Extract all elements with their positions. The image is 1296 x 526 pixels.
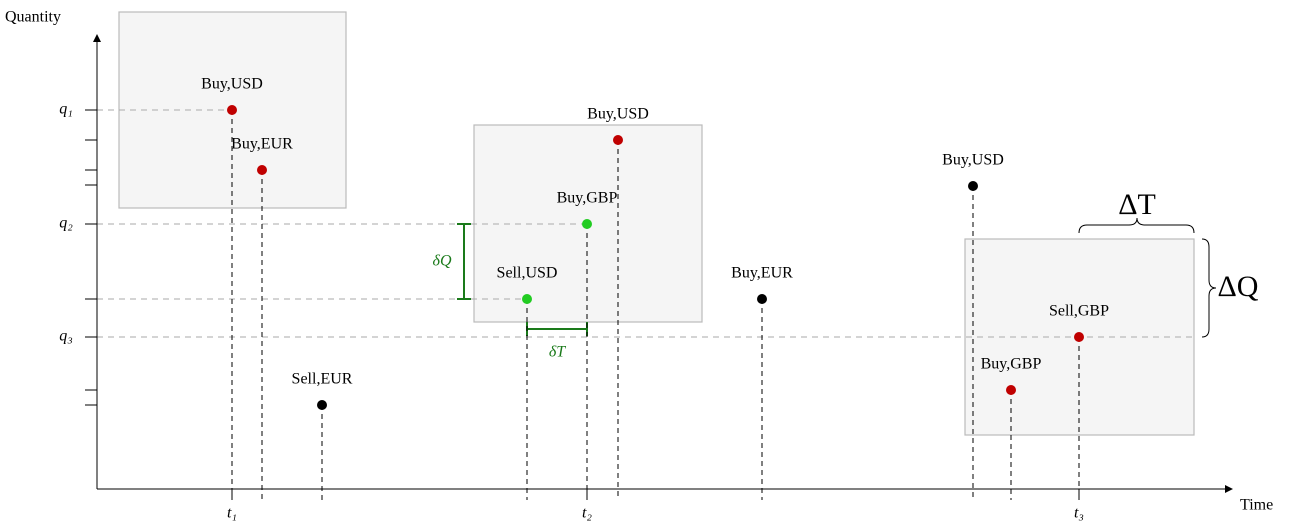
- order-point: [613, 135, 623, 145]
- order-point: [968, 181, 978, 191]
- order-label: Buy,EUR: [231, 136, 293, 153]
- order-point: [1006, 385, 1016, 395]
- delta-q-bracket: [457, 223, 471, 300]
- delta-q-big-label: ΔQ: [1218, 270, 1259, 303]
- y-tick-label: q₃: [59, 328, 73, 345]
- order-label: Buy,USD: [587, 106, 649, 123]
- order-label: Buy,USD: [942, 152, 1004, 169]
- x-tick-label: t₃: [1074, 505, 1084, 522]
- x-axis-label: Time: [1240, 497, 1273, 514]
- delta-q-brace: [1201, 238, 1217, 338]
- order-label: Sell,GBP: [1049, 303, 1109, 320]
- minor-ticks: [85, 139, 97, 406]
- delta-t-brace: [1078, 217, 1195, 234]
- x-tick-label: t₂: [582, 505, 592, 522]
- guides: [97, 109, 1196, 338]
- delta-t-label: δT: [549, 344, 566, 361]
- order-label: Buy,EUR: [731, 265, 793, 282]
- order-label: Buy,USD: [201, 76, 263, 93]
- delta-q-label: δQ: [433, 253, 452, 270]
- y-tick-label: q₂: [59, 215, 73, 232]
- x-tick-label: t₁: [227, 505, 237, 522]
- order-label: Buy,GBP: [981, 356, 1042, 373]
- order-point: [582, 219, 592, 229]
- order-point: [522, 294, 532, 304]
- y-axis-label: Quantity: [5, 9, 61, 26]
- delta-t-big-label: ΔT: [1118, 188, 1156, 221]
- order-label: Sell,USD: [497, 265, 558, 282]
- order-point: [1074, 332, 1084, 342]
- order-label: Buy,GBP: [557, 190, 618, 207]
- order-point: [757, 294, 767, 304]
- order-point: [257, 165, 267, 175]
- y-tick-label: q₁: [59, 101, 73, 118]
- order-point: [317, 400, 327, 410]
- order-label: Sell,EUR: [292, 371, 353, 388]
- order-point: [227, 105, 237, 115]
- delta-t-bracket: [526, 322, 588, 336]
